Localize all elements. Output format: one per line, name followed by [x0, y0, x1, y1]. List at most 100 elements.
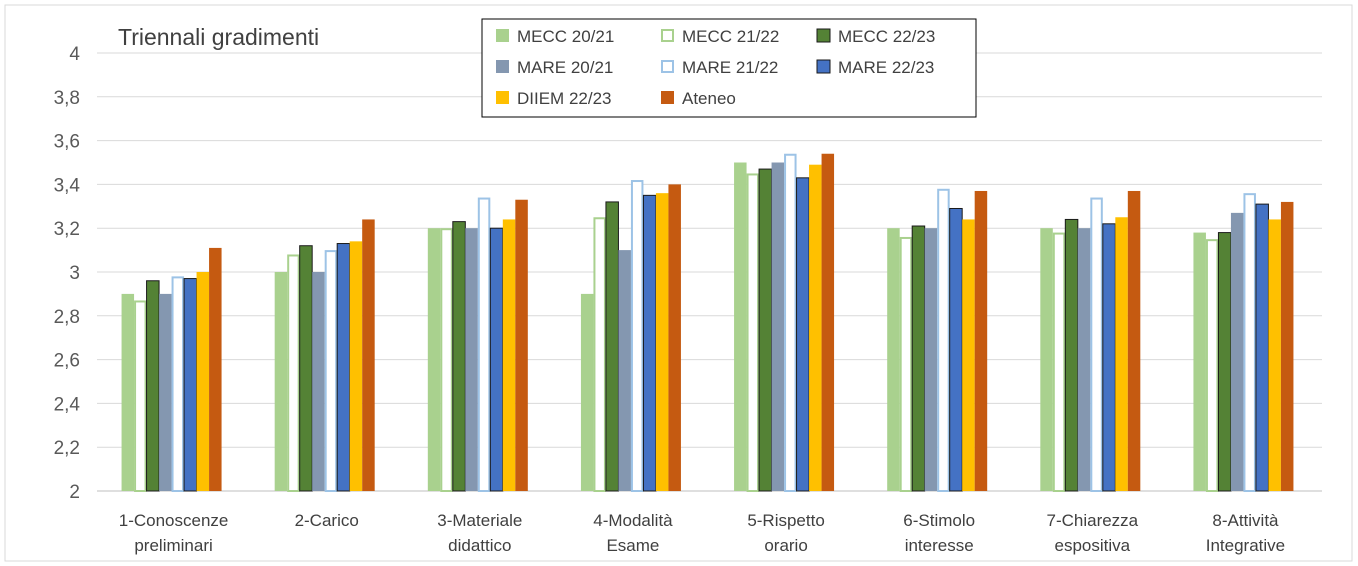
- bar: [771, 162, 785, 491]
- x-tick-label: 1-Conoscenze: [119, 511, 229, 530]
- bar: [937, 188, 950, 492]
- bar: [1064, 218, 1079, 492]
- bar: [1040, 228, 1053, 491]
- legend-label: MARE 22/23: [838, 58, 934, 77]
- bar: [146, 280, 160, 492]
- bar: [465, 228, 478, 491]
- chart-title: Triennali gradimenti: [118, 24, 319, 50]
- bar: [502, 219, 516, 491]
- legend-swatch: [496, 91, 509, 104]
- bar: [362, 219, 375, 491]
- bar: [427, 228, 441, 491]
- bar: [1243, 193, 1256, 492]
- bar: [1193, 232, 1206, 491]
- bar: [1115, 217, 1128, 491]
- bar: [515, 199, 528, 492]
- bar: [887, 228, 900, 491]
- bar: [1205, 239, 1219, 492]
- bar: [196, 272, 210, 491]
- x-tick-label: 3-Materiale: [437, 511, 522, 530]
- y-tick-label: 2,4: [54, 394, 81, 415]
- legend-label: MECC 22/23: [838, 27, 935, 46]
- bar: [171, 276, 185, 492]
- bar: [349, 241, 363, 491]
- legend-swatch: [661, 60, 674, 73]
- legend-swatch: [661, 91, 674, 104]
- bars: [121, 153, 1294, 493]
- bar: [746, 173, 760, 492]
- x-tick-label: 6-Stimolo: [903, 511, 975, 530]
- bar: [336, 243, 351, 492]
- legend-label: MARE 21/22: [682, 58, 778, 77]
- bar: [312, 272, 325, 491]
- bar: [924, 228, 938, 491]
- y-tick-label: 2,6: [54, 351, 80, 372]
- x-tick-label: preliminari: [134, 536, 212, 555]
- y-axis-ticks: 2 2,2 2,4 2,6 2,8 3 3,2 3,4 3,6 3,8 4: [54, 44, 81, 503]
- bar: [784, 153, 797, 493]
- bar: [899, 236, 913, 492]
- bar: [668, 184, 681, 491]
- x-tick-label: Integrative: [1206, 536, 1285, 555]
- y-tick-label: 3,2: [54, 219, 80, 240]
- legend-label: DIIEM 22/23: [517, 89, 612, 108]
- bar: [324, 250, 338, 492]
- bar: [299, 245, 313, 492]
- bar: [911, 225, 926, 492]
- y-tick-label: 3,8: [54, 88, 80, 109]
- x-tick-label: 8-Attività: [1212, 511, 1279, 530]
- x-tick-label: orario: [764, 536, 807, 555]
- x-axis-labels: 1-Conoscenze preliminari 2-Carico 3-Materia…: [119, 511, 1285, 555]
- x-tick-label: 7-Chiarezza: [1046, 511, 1138, 530]
- y-tick-label: 3,4: [54, 175, 81, 196]
- bar: [630, 180, 644, 493]
- bar: [159, 293, 172, 491]
- y-tick-label: 4: [69, 44, 80, 65]
- bar: [121, 293, 135, 491]
- bar: [1090, 197, 1103, 492]
- bar: [477, 197, 491, 492]
- bar: [489, 227, 504, 492]
- bar: [287, 254, 300, 492]
- bar: [796, 177, 810, 492]
- bar: [134, 300, 147, 492]
- x-tick-label: 4-Modalità: [593, 511, 673, 530]
- bar: [1102, 223, 1116, 492]
- y-tick-label: 2: [69, 482, 80, 503]
- x-tick-label: espositiva: [1055, 536, 1131, 555]
- bar: [274, 272, 288, 491]
- legend: MECC 20/21 MECC 21/22 MECC 22/23 MARE 20/21…: [481, 18, 977, 118]
- legend-swatch: [496, 29, 509, 42]
- y-tick-label: 2,2: [54, 438, 80, 459]
- legend-swatch: [661, 29, 674, 42]
- x-tick-label: 5-Rispetto: [747, 511, 824, 530]
- bar: [1255, 203, 1269, 492]
- legend-label: Ateneo: [682, 89, 736, 108]
- bar: [580, 293, 594, 491]
- legend-box: [481, 18, 977, 118]
- bar: [618, 250, 631, 491]
- bar: [962, 219, 975, 491]
- legend-swatch: [816, 59, 831, 74]
- x-tick-label: 2-Carico: [295, 511, 359, 530]
- bar: [974, 190, 988, 491]
- bar: [949, 207, 963, 492]
- legend-label: MECC 21/22: [682, 27, 779, 46]
- bar: [734, 162, 747, 491]
- bar: [758, 168, 773, 492]
- bar: [605, 201, 619, 492]
- bar: [1280, 201, 1294, 492]
- bar: [209, 247, 222, 491]
- x-tick-label: interesse: [905, 536, 974, 555]
- y-tick-label: 3,6: [54, 132, 80, 153]
- bar: [1217, 232, 1232, 492]
- bar: [1127, 190, 1141, 491]
- bar: [1052, 232, 1066, 493]
- legend-swatch: [496, 60, 509, 73]
- x-tick-label: Esame: [606, 536, 659, 555]
- y-tick-label: 2,8: [54, 307, 80, 328]
- x-tick-label: didattico: [448, 536, 511, 555]
- bar: [452, 221, 466, 492]
- bar: [655, 193, 669, 491]
